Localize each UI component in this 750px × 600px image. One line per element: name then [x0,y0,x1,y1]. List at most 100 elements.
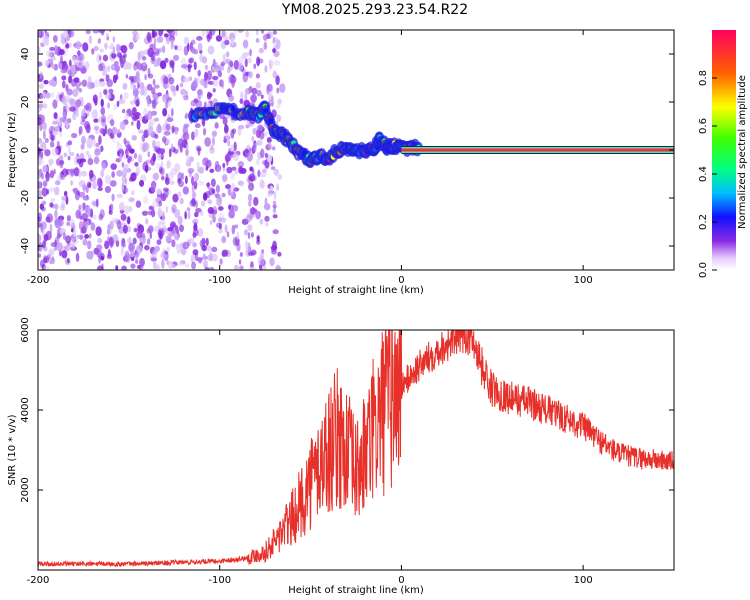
noise-speckle [122,224,128,234]
noise-speckle [49,141,55,148]
noise-speckle [204,137,212,147]
noise-speckle [272,229,279,235]
noise-speckle [240,91,244,101]
noise-speckle [222,162,226,168]
noise-speckle [166,246,170,253]
noise-speckle [214,61,219,69]
noise-speckle [99,62,105,72]
noise-speckle [132,87,139,98]
noise-speckle [76,190,81,196]
noise-speckle [153,84,160,89]
noise-speckle [269,59,274,68]
noise-speckle [60,227,66,235]
noise-speckle [108,88,114,94]
noise-speckle [91,48,95,55]
noise-speckle [249,267,256,270]
noise-speckle [175,30,178,37]
noise-speckle [163,76,169,85]
noise-speckle [48,160,53,167]
noise-speckle [103,89,108,95]
noise-speckle [51,77,58,87]
noise-speckle [193,98,199,104]
noise-speckle [184,210,187,220]
noise-speckle [204,71,208,82]
noise-speckle [149,231,153,240]
noise-speckle [242,150,246,156]
noise-speckle [62,232,66,241]
snr-series [38,330,674,568]
noise-speckle [56,140,60,147]
noise-speckle [266,83,273,92]
noise-speckle [77,50,81,57]
noise-speckle [44,137,49,144]
noise-speckle [118,202,125,212]
noise-speckle [253,196,259,207]
noise-speckle [77,52,84,61]
noise-speckle [107,102,111,109]
noise-speckle [128,75,135,81]
noise-speckle [187,167,195,174]
noise-speckle [165,206,169,213]
noise-speckle [58,218,64,227]
noise-speckle [177,138,185,148]
noise-speckle [144,74,147,81]
noise-speckle [232,128,237,134]
noise-speckle [143,141,149,152]
noise-speckle [100,98,104,108]
noise-speckle [272,36,276,45]
noise-speckle [205,237,209,247]
noise-speckle [66,88,73,96]
noise-speckle [227,187,232,196]
noise-speckle [42,91,46,97]
noise-speckle [137,153,143,163]
noise-speckle [152,260,157,270]
noise-speckle [92,30,100,34]
noise-speckle [211,253,218,262]
noise-speckle [187,210,191,220]
noise-speckle [62,109,68,119]
noise-speckle [182,132,190,141]
spectrogram-carrier [401,146,674,154]
colorbar-tick-label: 0.6 [698,118,709,134]
noise-speckle [76,158,83,164]
noise-speckle [222,53,226,62]
noise-speckle [247,122,252,128]
noise-speckle [95,226,102,237]
noise-speckle [225,51,230,58]
noise-speckle [261,30,265,34]
noise-speckle [54,209,58,219]
noise-speckle [183,36,190,45]
noise-speckle [67,140,73,146]
noise-speckle [53,186,60,196]
noise-speckle [39,101,43,112]
noise-speckle [209,168,215,173]
noise-speckle [39,244,42,253]
noise-speckle [138,129,144,134]
snr-y-tick-label: 6000 [20,317,31,342]
noise-speckle [250,94,257,103]
spectrogram-y-tick-label: 20 [20,96,31,109]
noise-speckle [192,80,198,90]
noise-speckle [121,243,127,248]
noise-speckle [207,70,213,81]
noise-speckle [104,185,112,194]
noise-speckle [106,65,111,72]
noise-speckle [196,35,203,41]
noise-speckle [93,125,100,131]
noise-speckle [95,198,99,208]
noise-speckle [94,97,98,106]
noise-speckle [73,77,80,83]
noise-speckle [81,109,87,118]
spectrogram-y-tick-label: 40 [20,48,31,61]
noise-speckle [82,202,86,211]
noise-speckle [116,220,122,230]
noise-speckle [256,139,263,146]
noise-speckle [116,193,123,199]
noise-speckle [137,82,140,89]
noise-speckle [277,174,283,180]
noise-speckle [99,128,105,134]
noise-speckle [231,224,236,235]
noise-speckle [126,62,132,70]
noise-speckle [258,47,264,54]
noise-speckle [158,200,162,207]
